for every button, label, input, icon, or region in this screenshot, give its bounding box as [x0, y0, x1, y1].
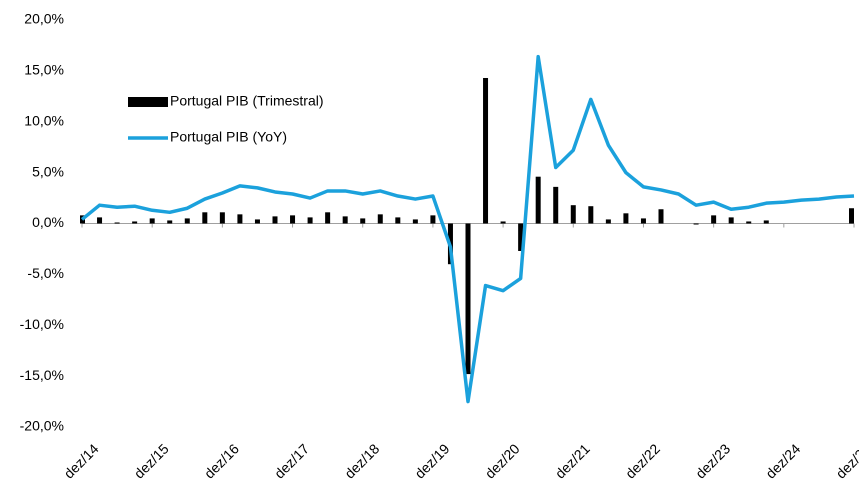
- bar: [640, 218, 646, 224]
- y-tick-label: -5,0%: [27, 265, 64, 281]
- bar: [325, 212, 331, 224]
- x-tick-label: dez/18: [341, 440, 382, 481]
- bar: [360, 218, 366, 224]
- bar: [307, 217, 313, 224]
- legend-swatch: [128, 97, 168, 107]
- bar: [290, 215, 296, 224]
- legend-label: Portugal PIB (Trimestral): [170, 93, 324, 109]
- x-tick-label: dez/24: [762, 440, 803, 481]
- x-tick-label: dez/22: [622, 440, 663, 481]
- y-tick-label: 5,0%: [32, 163, 64, 179]
- bar: [149, 218, 155, 224]
- y-tick-label: -10,0%: [20, 316, 64, 332]
- bar: [202, 212, 208, 224]
- y-tick-label: -15,0%: [20, 367, 64, 383]
- bar: [412, 219, 418, 224]
- bar: [588, 206, 594, 224]
- bar: [763, 220, 769, 224]
- y-tick-label: 0,0%: [32, 214, 64, 230]
- bar: [849, 208, 854, 224]
- bar: [395, 217, 401, 224]
- bar: [465, 223, 471, 375]
- y-tick-label: 15,0%: [24, 62, 64, 78]
- bar: [518, 223, 524, 251]
- bar: [254, 219, 260, 224]
- bar: [535, 176, 541, 224]
- bar: [483, 77, 489, 224]
- bar: [623, 213, 629, 224]
- bar: [658, 209, 664, 224]
- y-tick-label: -20,0%: [20, 418, 64, 434]
- bar: [728, 217, 734, 224]
- legend-label: Portugal PIB (YoY): [170, 129, 287, 145]
- x-tick-label: dez/16: [201, 440, 242, 481]
- bar: [272, 216, 278, 224]
- x-tick-label: dez/19: [411, 440, 452, 481]
- bar: [342, 216, 348, 224]
- x-tick-label: dez/23: [692, 440, 733, 481]
- bar: [430, 215, 436, 224]
- bar: [605, 219, 611, 224]
- bar: [237, 214, 243, 224]
- bar: [693, 223, 699, 225]
- bar: [711, 215, 717, 224]
- bar: [746, 221, 752, 224]
- line: [80, 54, 855, 404]
- x-tick-label: dez/15: [131, 440, 172, 481]
- x-tick-label: dez/17: [271, 440, 312, 481]
- bar: [97, 217, 103, 224]
- bar: [114, 222, 120, 224]
- bar: [500, 221, 506, 224]
- bar: [377, 214, 383, 224]
- bar: [219, 212, 225, 224]
- y-tick-label: 10,0%: [24, 112, 64, 128]
- x-tick-label: dez/25: [833, 440, 859, 481]
- y-tick-label: 20,0%: [24, 11, 64, 27]
- bar: [570, 205, 576, 224]
- bar: [184, 218, 190, 224]
- x-tick-label: dez/14: [61, 440, 102, 481]
- bar: [132, 221, 138, 224]
- bar: [553, 186, 559, 224]
- x-tick-label: dez/21: [552, 440, 593, 481]
- bar: [167, 220, 173, 224]
- x-tick-label: dez/20: [482, 440, 523, 481]
